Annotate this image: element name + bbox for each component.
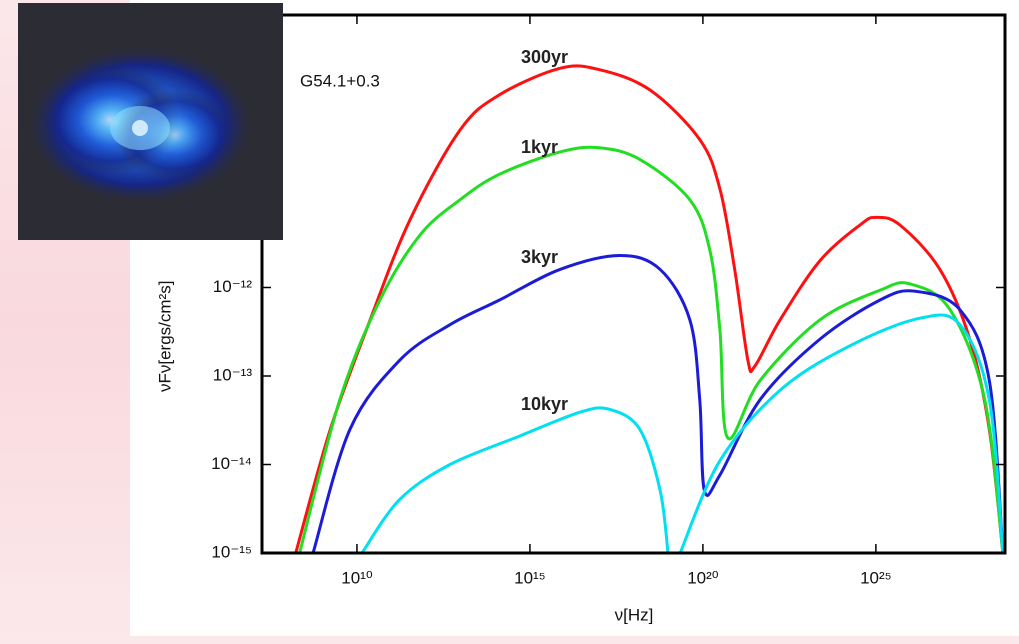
y-tick-label: 10⁻¹⁴ [211,454,252,473]
chart: ν[Hz] νFν[ergs/cm²s] G54.1+0.3 300yr 1ky… [0,0,1019,644]
x-axis-label: ν[Hz] [615,605,654,624]
curve-label: 3kyr [521,247,558,267]
y-tick-label: 10⁻¹² [213,277,253,296]
page: ν[Hz] νFν[ergs/cm²s] G54.1+0.3 300yr 1ky… [0,0,1019,644]
curve-label: 1kyr [521,137,558,157]
y-tick-label: 10⁻¹³ [213,365,253,384]
y-tick-label: 10⁻¹⁵ [211,542,252,561]
annotation: G54.1+0.3 [300,71,380,90]
x-tick-label: 10²⁵ [860,568,892,587]
x-tick-label: 10¹⁰ [341,568,373,587]
x-tick-label: 10¹⁵ [514,568,546,587]
curve-label: 10kyr [521,394,568,414]
y-axis-label: νFν[ergs/cm²s] [155,281,174,392]
nebula-image [18,3,283,240]
curve-label: 300yr [521,47,568,67]
x-tick-label: 10²⁰ [687,568,719,587]
